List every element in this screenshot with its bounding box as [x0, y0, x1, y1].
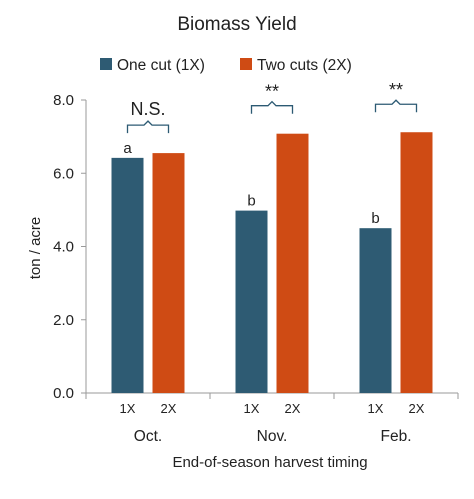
category-label-feb: Feb. — [380, 428, 411, 445]
bar-two-cuts-nov — [276, 133, 309, 393]
significance-bracket — [374, 99, 418, 113]
legend: One cut (1X) Two cuts (2X) — [100, 57, 352, 74]
significance-letter: b — [247, 193, 255, 210]
bar-tick-label: 2X — [285, 401, 301, 416]
bar-tick-label: 1X — [368, 401, 384, 416]
significance-bracket — [250, 100, 294, 114]
category-label-oct: Oct. — [134, 428, 162, 445]
bar-one-cut-oct — [111, 157, 144, 393]
plot-area: 0.0 2.0 4.0 6.0 8.0 1X a 2X Oct. N.S. 1X b 2X Nov. ** 1… — [53, 80, 459, 445]
significance-letter: a — [123, 140, 132, 157]
bar-tick-label: 2X — [161, 401, 177, 416]
significance-label: ** — [265, 82, 279, 102]
y-tick-label: 0.0 — [53, 385, 74, 402]
bar-one-cut-nov — [235, 210, 268, 393]
y-tick-label: 2.0 — [53, 312, 74, 329]
y-tick-label: 4.0 — [53, 239, 74, 256]
bar-tick-label: 1X — [120, 401, 136, 416]
x-axis-title: End-of-season harvest timing — [172, 454, 367, 471]
y-tick-label: 8.0 — [53, 92, 74, 109]
y-axis-title: ton / acre — [27, 217, 44, 280]
bar-two-cuts-oct — [152, 153, 185, 393]
legend-swatch-one-cut — [100, 58, 112, 70]
legend-label-one-cut: One cut (1X) — [117, 57, 205, 74]
significance-bracket — [126, 120, 170, 134]
chart-title: Biomass Yield — [177, 14, 296, 35]
bar-two-cuts-feb — [400, 132, 433, 394]
significance-label: N.S. — [130, 99, 165, 119]
legend-label-two-cuts: Two cuts (2X) — [257, 57, 352, 74]
bar-tick-label: 1X — [244, 401, 260, 416]
significance-letter: b — [371, 210, 379, 227]
legend-swatch-two-cuts — [240, 58, 252, 70]
bar-one-cut-feb — [359, 228, 392, 393]
y-tick-label: 6.0 — [53, 165, 74, 182]
category-label-nov: Nov. — [257, 428, 288, 445]
bar-tick-label: 2X — [409, 401, 425, 416]
significance-label: ** — [389, 80, 403, 100]
